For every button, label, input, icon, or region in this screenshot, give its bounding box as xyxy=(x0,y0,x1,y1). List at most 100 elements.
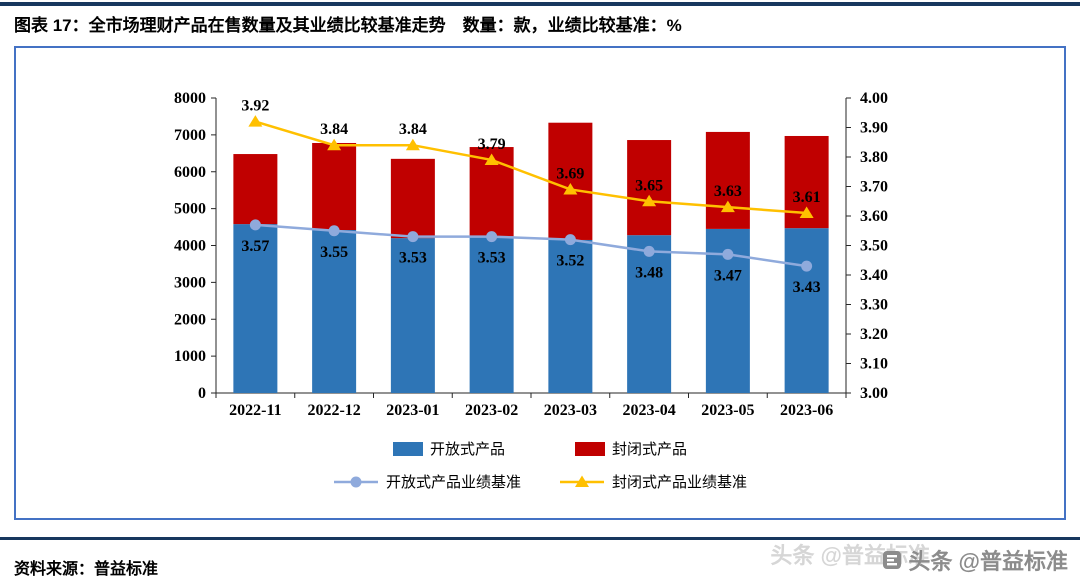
svg-text:3.30: 3.30 xyxy=(860,297,888,314)
marker-circle xyxy=(564,234,576,246)
svg-text:3.20: 3.20 xyxy=(860,326,888,343)
svg-text:3.53: 3.53 xyxy=(399,250,427,267)
svg-text:2000: 2000 xyxy=(174,311,206,328)
svg-text:2023-04: 2023-04 xyxy=(622,402,675,419)
svg-text:3.79: 3.79 xyxy=(478,136,506,153)
svg-text:1000: 1000 xyxy=(174,348,206,365)
svg-text:6000: 6000 xyxy=(174,164,206,181)
legend-item-open-benchmark: 开放式产品业绩基准 xyxy=(333,471,521,492)
svg-text:3.70: 3.70 xyxy=(860,179,888,196)
svg-text:7000: 7000 xyxy=(174,127,206,144)
svg-text:3.43: 3.43 xyxy=(793,279,821,296)
marker-circle xyxy=(328,225,340,237)
bottom-divider xyxy=(0,537,1080,540)
svg-text:3.90: 3.90 xyxy=(860,120,888,137)
svg-text:3000: 3000 xyxy=(174,274,206,291)
legend-row-lines: 开放式产品业绩基准 封闭式产品业绩基准 xyxy=(333,471,747,492)
figure-caption: 图表 17：全市场理财产品在售数量及其业绩比较基准走势 数量：款，业绩比较基准：… xyxy=(14,16,682,35)
svg-text:3.40: 3.40 xyxy=(860,267,888,284)
watermark-text: 头条 @普益标准 xyxy=(908,549,1068,574)
marker-triangle xyxy=(248,115,263,127)
legend-item-closed-products: 封闭式产品 xyxy=(575,438,687,459)
bar-closed xyxy=(233,154,278,225)
line-triangle xyxy=(255,120,807,215)
legend-swatch-open-products xyxy=(392,441,423,456)
axes: 0 1000 2000 3000 4000 5000 6000 7000 8000 3.00 3.1… xyxy=(174,90,888,402)
svg-text:5000: 5000 xyxy=(174,201,206,218)
bar-open xyxy=(548,239,593,393)
svg-text:8000: 8000 xyxy=(174,90,206,107)
svg-text:3.52: 3.52 xyxy=(556,253,584,270)
svg-text:3.69: 3.69 xyxy=(556,165,584,182)
svg-text:2022-12: 2022-12 xyxy=(307,402,360,419)
marker-triangle xyxy=(799,206,814,219)
category-labels: 2022-11 2022-12 2023-01 2023-02 2023-03 2023-… xyxy=(229,402,833,419)
marker-circle xyxy=(486,231,498,243)
bar-open xyxy=(312,230,357,393)
legend-label-open-products: 开放式产品 xyxy=(429,441,505,458)
legend-label-open-benchmark: 开放式产品业绩基准 xyxy=(385,474,521,491)
svg-text:2023-06: 2023-06 xyxy=(780,402,833,419)
marker-circle xyxy=(643,245,655,257)
bar-closed xyxy=(312,142,357,231)
watermark-ghost: 头条 @普益标准 xyxy=(770,543,930,568)
svg-text:3.60: 3.60 xyxy=(860,208,888,225)
legend-line-closed-benchmark-icon xyxy=(559,474,605,490)
bar-open xyxy=(390,238,435,393)
svg-text:4.00: 4.00 xyxy=(860,90,888,107)
bar-open xyxy=(469,236,514,393)
marker-circle xyxy=(249,219,261,231)
line-circle xyxy=(255,223,807,268)
marker-circle xyxy=(407,231,419,243)
bar-closed xyxy=(627,140,672,236)
legend-item-open-products: 开放式产品 xyxy=(392,438,505,459)
marker-triangle xyxy=(563,182,578,195)
source-note: 资料来源：普益标准 xyxy=(14,561,159,578)
lines: 3.57 3.55 3.53 3.53 3.52 3.48 3.47 3.43 3.92 3.84… xyxy=(241,98,820,297)
svg-text:3.65: 3.65 xyxy=(635,177,663,194)
bar-closed xyxy=(548,122,593,240)
svg-text:2023-02: 2023-02 xyxy=(465,402,518,419)
legend-label-closed-benchmark: 封闭式产品业绩基准 xyxy=(612,474,748,491)
legend-item-closed-benchmark: 封闭式产品业绩基准 xyxy=(559,471,747,492)
svg-text:3.92: 3.92 xyxy=(241,98,269,115)
top-divider xyxy=(0,2,1080,6)
svg-text:3.61: 3.61 xyxy=(793,189,821,206)
marker-circle xyxy=(722,248,734,260)
svg-text:2023-01: 2023-01 xyxy=(386,402,439,419)
svg-text:2023-03: 2023-03 xyxy=(544,402,597,419)
svg-text:3.63: 3.63 xyxy=(714,183,742,200)
svg-text:3.10: 3.10 xyxy=(860,356,888,373)
svg-text:3.55: 3.55 xyxy=(320,244,348,261)
svg-text:3.53: 3.53 xyxy=(478,250,506,267)
legend-row-bars: 开放式产品 封闭式产品 xyxy=(392,438,687,459)
bar-closed xyxy=(390,158,435,239)
toutiao-icon xyxy=(883,551,902,569)
marker-triangle xyxy=(327,138,342,151)
svg-text:3.57: 3.57 xyxy=(241,238,269,255)
svg-text:0: 0 xyxy=(198,385,206,402)
bar-open xyxy=(784,228,829,393)
svg-text:3.84: 3.84 xyxy=(399,121,427,138)
svg-text:3.84: 3.84 xyxy=(320,121,348,138)
marker-triangle xyxy=(405,138,420,151)
watermark: 头条 @普益标准 xyxy=(882,543,1068,577)
marker-circle xyxy=(801,260,813,272)
svg-text:3.80: 3.80 xyxy=(860,149,888,166)
svg-text:3.48: 3.48 xyxy=(635,264,663,281)
legend: 开放式产品 封闭式产品 开放式产品业绩基准 封闭式产品业绩基准 xyxy=(16,438,1064,492)
legend-swatch-closed-products xyxy=(575,441,605,456)
svg-text:4000: 4000 xyxy=(174,238,206,255)
marker-triangle xyxy=(484,153,499,165)
legend-line-open-benchmark-icon xyxy=(333,474,379,490)
svg-text:3.00: 3.00 xyxy=(860,385,888,402)
bar-open xyxy=(233,224,278,393)
legend-label-closed-products: 封闭式产品 xyxy=(612,441,688,458)
svg-text:3.47: 3.47 xyxy=(714,267,742,284)
marker-triangle xyxy=(720,200,735,213)
svg-text:2022-11: 2022-11 xyxy=(229,402,281,419)
bar-open xyxy=(627,235,672,393)
svg-text:3.50: 3.50 xyxy=(860,238,888,255)
chart-frame: 0 1000 2000 3000 4000 5000 6000 7000 8000 3.00 3.1… xyxy=(14,46,1066,520)
chart: 0 1000 2000 3000 4000 5000 6000 7000 8000 3.00 3.1… xyxy=(174,90,888,419)
